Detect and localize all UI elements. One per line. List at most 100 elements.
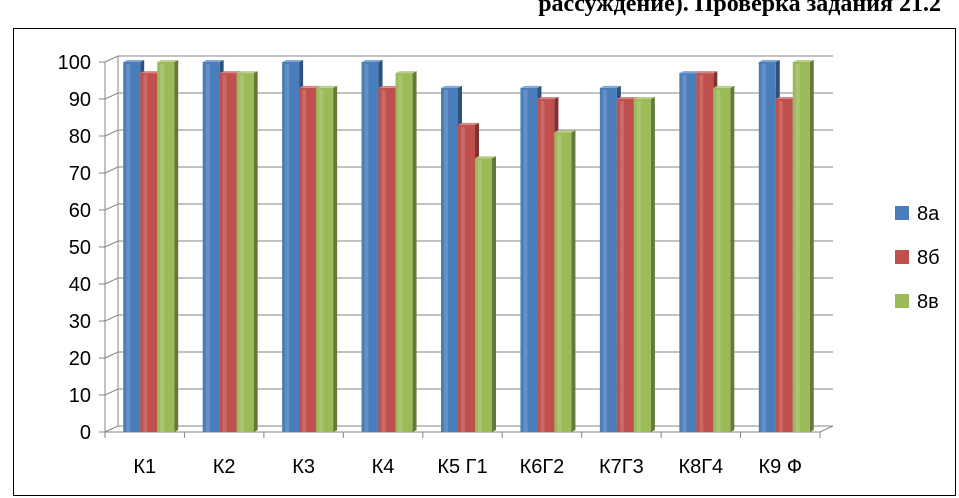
bar-8в-К4 (395, 71, 417, 432)
bar-top (219, 71, 241, 74)
bar-front (758, 62, 776, 432)
y-tick-label: 60 (69, 200, 91, 222)
bar-top (696, 71, 718, 74)
bar-highlight (160, 64, 165, 432)
bar-highlight (319, 89, 324, 433)
bar-8в-К7Г3 (633, 97, 655, 432)
bar-layer (123, 60, 814, 433)
bar-highlight (126, 64, 131, 432)
legend-swatch (895, 250, 909, 264)
bar-top (775, 97, 797, 99)
bar-side (333, 85, 338, 433)
x-tick-label: К9 Ф (759, 456, 803, 478)
bar-front (202, 62, 220, 432)
legend-label: 8в (917, 291, 939, 313)
y-tick-label: 50 (69, 237, 91, 259)
bar-highlight (602, 89, 607, 433)
bar-front (140, 73, 158, 432)
gridline (104, 166, 833, 174)
gridline (104, 203, 833, 211)
bar-front (554, 132, 572, 433)
bar-front (537, 99, 555, 432)
bar-highlight (540, 101, 545, 432)
bar-highlight (761, 64, 766, 432)
bar-top (157, 60, 179, 62)
bar-top (299, 85, 321, 88)
gridline (104, 314, 833, 322)
bar-side (571, 130, 576, 433)
bar-8в-К8Г4 (713, 85, 735, 433)
bar-highlight (636, 101, 641, 432)
y-tick-label: 90 (69, 89, 91, 111)
x-tick-label: К7Г3 (599, 456, 644, 478)
bar-8в-К6Г2 (554, 130, 576, 433)
bar-top (520, 85, 542, 88)
bar-front (123, 62, 141, 432)
legend-item-8в: 8в (895, 291, 939, 313)
bar-highlight (557, 134, 562, 433)
bar-highlight (381, 89, 386, 433)
y-tick-label: 80 (69, 126, 91, 148)
bar-side (174, 60, 179, 432)
bar-top (441, 85, 462, 88)
bar-highlight (795, 64, 800, 432)
bar-highlight (143, 75, 148, 432)
bar-highlight (444, 89, 448, 433)
bar-top (316, 85, 338, 88)
bar-highlight (716, 89, 721, 433)
gridline (104, 129, 833, 137)
y-tick-label: 70 (69, 163, 91, 185)
bar-highlight (302, 89, 307, 433)
bar-side (650, 97, 655, 432)
y-tick-label: 10 (69, 385, 91, 407)
bar-8в-К2 (236, 71, 258, 432)
bar-top (202, 60, 224, 62)
bar-top (758, 60, 780, 62)
bar-top (475, 156, 496, 159)
bar-8в-К3 (316, 85, 338, 433)
bar-highlight (699, 75, 704, 432)
bar-side (253, 71, 258, 432)
bar-8в-К9 Ф (792, 60, 814, 432)
legend-item-8б: 8б (895, 247, 940, 269)
chart-frame (13, 28, 956, 496)
bar-front (633, 99, 651, 432)
bar-front (696, 73, 714, 432)
bar-highlight (239, 75, 244, 432)
gridline (104, 388, 833, 396)
x-tick-label: К3 (292, 456, 315, 478)
bar-top (140, 71, 162, 74)
legend-swatch (895, 294, 909, 308)
bar-front (219, 73, 237, 432)
bar-front (475, 158, 492, 432)
gridline (104, 351, 833, 359)
y-tick-label: 0 (80, 422, 91, 444)
legend-label: 8а (917, 203, 940, 225)
page-heading: рассуждение). Проверка задания 21.2 (538, 0, 941, 17)
bar-top (599, 85, 621, 88)
y-tick-label: 30 (69, 311, 91, 333)
bar-top (616, 97, 638, 99)
x-tick-label: К4 (372, 456, 395, 478)
bar-front (713, 87, 731, 433)
legend-label: 8б (917, 247, 940, 269)
bar-front (361, 62, 379, 432)
gridline (104, 92, 833, 100)
bar-highlight (778, 101, 783, 432)
bar-highlight (222, 75, 227, 432)
bar-highlight (478, 160, 482, 432)
bar-highlight (523, 89, 528, 433)
bar-top (679, 71, 701, 74)
bar-8в-К5 Г1 (475, 156, 496, 432)
bar-side (492, 156, 496, 432)
gridline (104, 55, 833, 63)
x-tick-label: К6Г2 (520, 456, 565, 478)
bar-front (441, 87, 458, 433)
bar-top (633, 97, 655, 99)
bar-highlight (398, 75, 403, 432)
bar-front (679, 73, 697, 432)
bar-top (395, 71, 417, 74)
bar-top (123, 60, 145, 62)
legend-item-8а: 8а (895, 203, 940, 225)
